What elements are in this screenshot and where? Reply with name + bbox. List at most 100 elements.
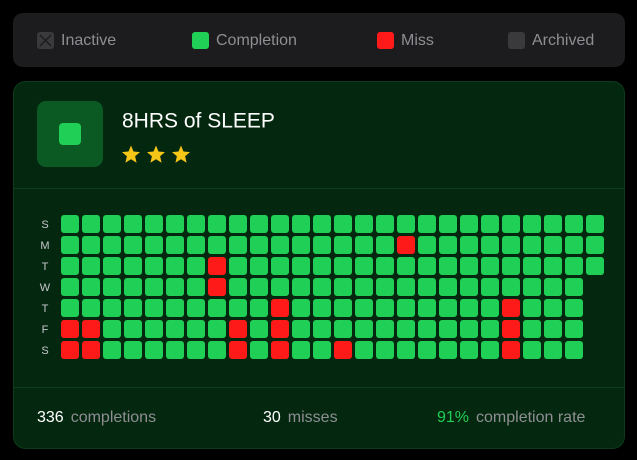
row-label: T bbox=[42, 303, 49, 315]
day-cell bbox=[124, 278, 142, 296]
day-cell bbox=[439, 299, 457, 317]
day-cell bbox=[523, 299, 541, 317]
day-cell bbox=[355, 257, 373, 275]
row-label: S bbox=[41, 345, 48, 357]
stat-value: 30 bbox=[263, 409, 281, 426]
day-cell bbox=[271, 236, 289, 254]
stat-label: misses bbox=[288, 409, 338, 426]
day-cell bbox=[61, 320, 79, 338]
day-cell bbox=[418, 236, 436, 254]
day-cell bbox=[103, 341, 121, 359]
stat: 336 completions bbox=[37, 409, 156, 426]
day-cell bbox=[460, 299, 478, 317]
day-cell bbox=[208, 320, 226, 338]
day-cell bbox=[82, 299, 100, 317]
day-cell bbox=[460, 341, 478, 359]
day-cell bbox=[523, 236, 541, 254]
day-cell bbox=[61, 341, 79, 359]
inactive-cross bbox=[39, 34, 52, 47]
day-cell bbox=[145, 299, 163, 317]
day-cell bbox=[229, 278, 247, 296]
day-cell bbox=[229, 341, 247, 359]
day-cell bbox=[292, 236, 310, 254]
day-cell bbox=[124, 320, 142, 338]
day-cell bbox=[334, 215, 352, 233]
day-cell bbox=[208, 341, 226, 359]
day-cell bbox=[208, 257, 226, 275]
day-cell bbox=[166, 299, 184, 317]
day-cell bbox=[397, 257, 415, 275]
day-cell bbox=[313, 341, 331, 359]
legend-label: Miss bbox=[401, 32, 434, 49]
day-cell bbox=[523, 257, 541, 275]
day-cell bbox=[418, 341, 436, 359]
day-cell bbox=[397, 341, 415, 359]
legend-swatch bbox=[508, 32, 525, 49]
stat-label: completion rate bbox=[476, 409, 585, 426]
day-cell bbox=[586, 215, 604, 233]
day-cell bbox=[61, 215, 79, 233]
day-cell bbox=[334, 278, 352, 296]
day-cell bbox=[229, 236, 247, 254]
day-cell bbox=[271, 215, 289, 233]
day-cell bbox=[82, 236, 100, 254]
day-cell bbox=[397, 278, 415, 296]
day-cell bbox=[481, 299, 499, 317]
day-cell bbox=[544, 236, 562, 254]
rating-star bbox=[172, 145, 190, 163]
day-cell bbox=[439, 278, 457, 296]
day-cell bbox=[481, 341, 499, 359]
day-cell bbox=[103, 320, 121, 338]
day-cell bbox=[187, 257, 205, 275]
day-cell bbox=[334, 320, 352, 338]
day-cell bbox=[460, 278, 478, 296]
day-cell bbox=[460, 320, 478, 338]
day-cell bbox=[334, 257, 352, 275]
day-cell bbox=[61, 257, 79, 275]
day-cell bbox=[376, 299, 394, 317]
day-cell bbox=[208, 236, 226, 254]
stat-label: completions bbox=[71, 409, 156, 426]
day-cell bbox=[166, 278, 184, 296]
day-cell bbox=[397, 299, 415, 317]
day-cell bbox=[229, 257, 247, 275]
day-cell bbox=[376, 341, 394, 359]
day-cell bbox=[565, 299, 583, 317]
legend-swatch bbox=[377, 32, 394, 49]
day-cell bbox=[145, 215, 163, 233]
stat: 30 misses bbox=[263, 409, 338, 426]
day-cell bbox=[502, 215, 520, 233]
day-cell bbox=[313, 215, 331, 233]
day-cell bbox=[250, 236, 268, 254]
day-cell bbox=[103, 278, 121, 296]
day-cell bbox=[229, 320, 247, 338]
day-cell bbox=[103, 299, 121, 317]
day-cell bbox=[271, 320, 289, 338]
day-cell bbox=[145, 278, 163, 296]
day-cell bbox=[250, 215, 268, 233]
day-cell bbox=[124, 341, 142, 359]
day-cell bbox=[397, 236, 415, 254]
day-cell bbox=[355, 299, 373, 317]
legend-swatch bbox=[192, 32, 209, 49]
day-cell bbox=[250, 257, 268, 275]
day-cell bbox=[355, 320, 373, 338]
day-cell bbox=[418, 299, 436, 317]
day-cell bbox=[103, 236, 121, 254]
day-cell bbox=[481, 257, 499, 275]
day-cell bbox=[397, 215, 415, 233]
day-cell bbox=[355, 215, 373, 233]
row-label: M bbox=[40, 240, 49, 252]
day-cell bbox=[460, 236, 478, 254]
stat: 91% completion rate bbox=[437, 409, 586, 426]
stat-value: 336 bbox=[37, 409, 64, 426]
day-cell bbox=[82, 278, 100, 296]
row-label: W bbox=[40, 282, 51, 294]
day-cell bbox=[502, 341, 520, 359]
day-cell bbox=[565, 215, 583, 233]
day-cell bbox=[82, 257, 100, 275]
day-cell bbox=[124, 257, 142, 275]
legend-label: Inactive bbox=[61, 32, 116, 49]
day-cell bbox=[313, 320, 331, 338]
